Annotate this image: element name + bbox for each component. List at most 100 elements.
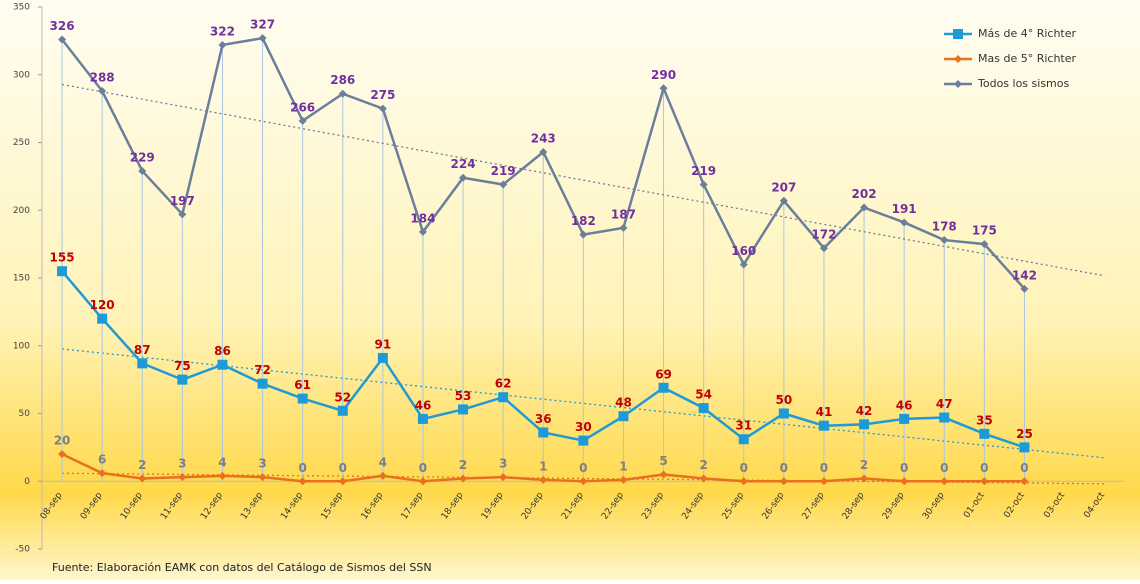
data-label: 75	[174, 359, 191, 373]
marker	[818, 420, 829, 431]
data-label: 219	[691, 164, 716, 178]
marker	[659, 470, 668, 479]
marker	[97, 313, 108, 324]
source: Fuente: Elaboración EAMK con datos del C…	[52, 561, 432, 574]
marker	[338, 477, 347, 486]
marker	[619, 223, 628, 232]
marker	[378, 104, 387, 113]
trend-line	[61, 83, 1105, 277]
data-label: 290	[651, 68, 676, 82]
marker	[137, 358, 148, 369]
marker	[900, 477, 909, 486]
data-label: 0	[940, 461, 948, 475]
marker	[579, 477, 588, 486]
marker	[499, 180, 508, 189]
marker	[138, 474, 147, 483]
marker	[498, 392, 509, 403]
marker	[980, 477, 989, 486]
marker	[539, 147, 548, 156]
marker	[459, 474, 468, 483]
marker	[138, 166, 147, 175]
marker	[739, 260, 748, 269]
marker	[417, 413, 428, 424]
legend-label: Mas de 5° Richter	[978, 52, 1077, 65]
marker	[218, 40, 227, 49]
marker	[217, 359, 228, 370]
marker	[1019, 442, 1030, 453]
marker	[98, 469, 107, 478]
marker	[819, 244, 828, 253]
marker	[979, 428, 990, 439]
data-label: 31	[735, 419, 752, 433]
legend-marker	[954, 55, 962, 63]
data-label: 175	[972, 224, 997, 238]
data-label: 229	[130, 150, 155, 164]
marker	[940, 477, 949, 486]
marker	[338, 89, 347, 98]
marker	[58, 450, 67, 459]
data-label: 6	[98, 453, 106, 467]
data-label: 266	[290, 100, 315, 114]
data-label: 2	[138, 458, 146, 472]
marker	[177, 374, 188, 385]
marker	[297, 393, 308, 404]
marker	[1020, 477, 1029, 486]
legend-label: Todos los sismos	[977, 77, 1069, 90]
marker	[778, 408, 789, 419]
data-label: 0	[740, 461, 748, 475]
marker	[337, 405, 348, 416]
data-label: 224	[451, 157, 476, 171]
data-label: 3	[258, 457, 266, 471]
data-label: 219	[491, 164, 516, 178]
data-label: 20	[54, 434, 71, 448]
data-label: 172	[811, 228, 836, 242]
data-label: 46	[896, 398, 913, 412]
marker	[659, 84, 668, 93]
data-label: 46	[415, 398, 432, 412]
data-label: 41	[816, 405, 833, 419]
marker	[939, 412, 950, 423]
marker	[499, 473, 508, 482]
y-tick-label: 50	[19, 409, 31, 419]
marker	[579, 230, 588, 239]
data-label: 0	[820, 461, 828, 475]
data-label: 48	[615, 396, 632, 410]
data-label: 4	[379, 455, 387, 469]
data-label: 182	[571, 214, 596, 228]
data-label: 197	[170, 194, 195, 208]
y-tick-label: 100	[13, 341, 30, 351]
data-label: 2	[459, 458, 467, 472]
marker	[178, 473, 187, 482]
data-label: 54	[695, 388, 712, 402]
data-label: 286	[330, 73, 355, 87]
data-label: 0	[579, 461, 587, 475]
data-label: 86	[214, 344, 231, 358]
data-label: 4	[218, 455, 226, 469]
data-label: 155	[50, 251, 75, 265]
data-label: 0	[780, 461, 788, 475]
marker	[258, 34, 267, 43]
data-label: 61	[294, 378, 311, 392]
data-label: 62	[495, 377, 512, 391]
data-label: 322	[210, 24, 235, 38]
marker	[58, 35, 67, 44]
data-label: 202	[852, 187, 877, 201]
marker	[899, 413, 910, 424]
y-tick-label: 250	[13, 138, 30, 148]
data-label: 191	[892, 202, 917, 216]
data-label: 30	[575, 420, 592, 434]
marker	[658, 382, 669, 393]
data-label: 5	[659, 454, 667, 468]
data-label: 275	[370, 88, 395, 102]
data-label: 0	[900, 461, 908, 475]
marker	[218, 471, 227, 480]
marker	[819, 477, 828, 486]
marker	[859, 419, 870, 430]
data-label: 1	[539, 459, 547, 473]
marker	[699, 474, 708, 483]
data-label: 243	[531, 131, 556, 145]
marker	[738, 434, 749, 445]
marker	[940, 236, 949, 245]
marker	[980, 240, 989, 249]
